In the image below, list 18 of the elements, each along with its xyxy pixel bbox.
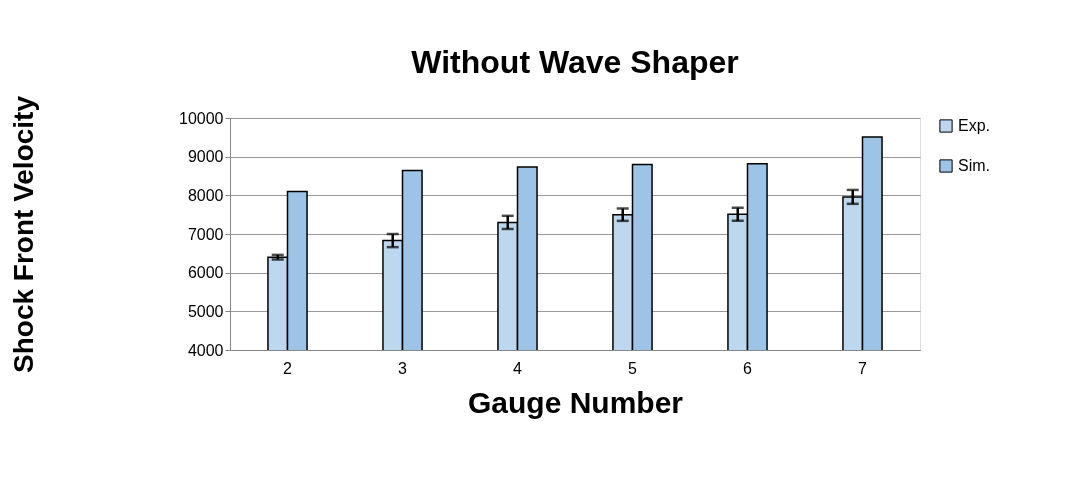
y-tick-label: 5000 bbox=[187, 302, 224, 320]
y-axis-title: Shock Front Velocity bbox=[8, 95, 40, 373]
y-tick-label: 7000 bbox=[187, 225, 224, 243]
x-tick-label: 5 bbox=[628, 359, 638, 377]
y-tick-label: 9000 bbox=[187, 148, 224, 166]
y-tick-label: 10000 bbox=[179, 109, 224, 127]
y-tick-label: 8000 bbox=[187, 186, 224, 204]
x-axis-title: Gauge Number bbox=[467, 385, 684, 419]
legend-label: Exp. bbox=[958, 117, 991, 134]
legend-label: Sim. bbox=[958, 157, 990, 174]
y-tick-label: 6000 bbox=[187, 264, 224, 282]
x-tick-label: 6 bbox=[743, 359, 753, 377]
x-tick-label: 3 bbox=[398, 359, 408, 377]
chart-title: Without Wave Shaper bbox=[411, 43, 739, 80]
x-tick-label: 2 bbox=[283, 359, 293, 377]
y-tick-label: 4000 bbox=[187, 341, 224, 359]
x-tick-label: 7 bbox=[858, 359, 868, 377]
x-tick-label: 4 bbox=[513, 359, 523, 377]
